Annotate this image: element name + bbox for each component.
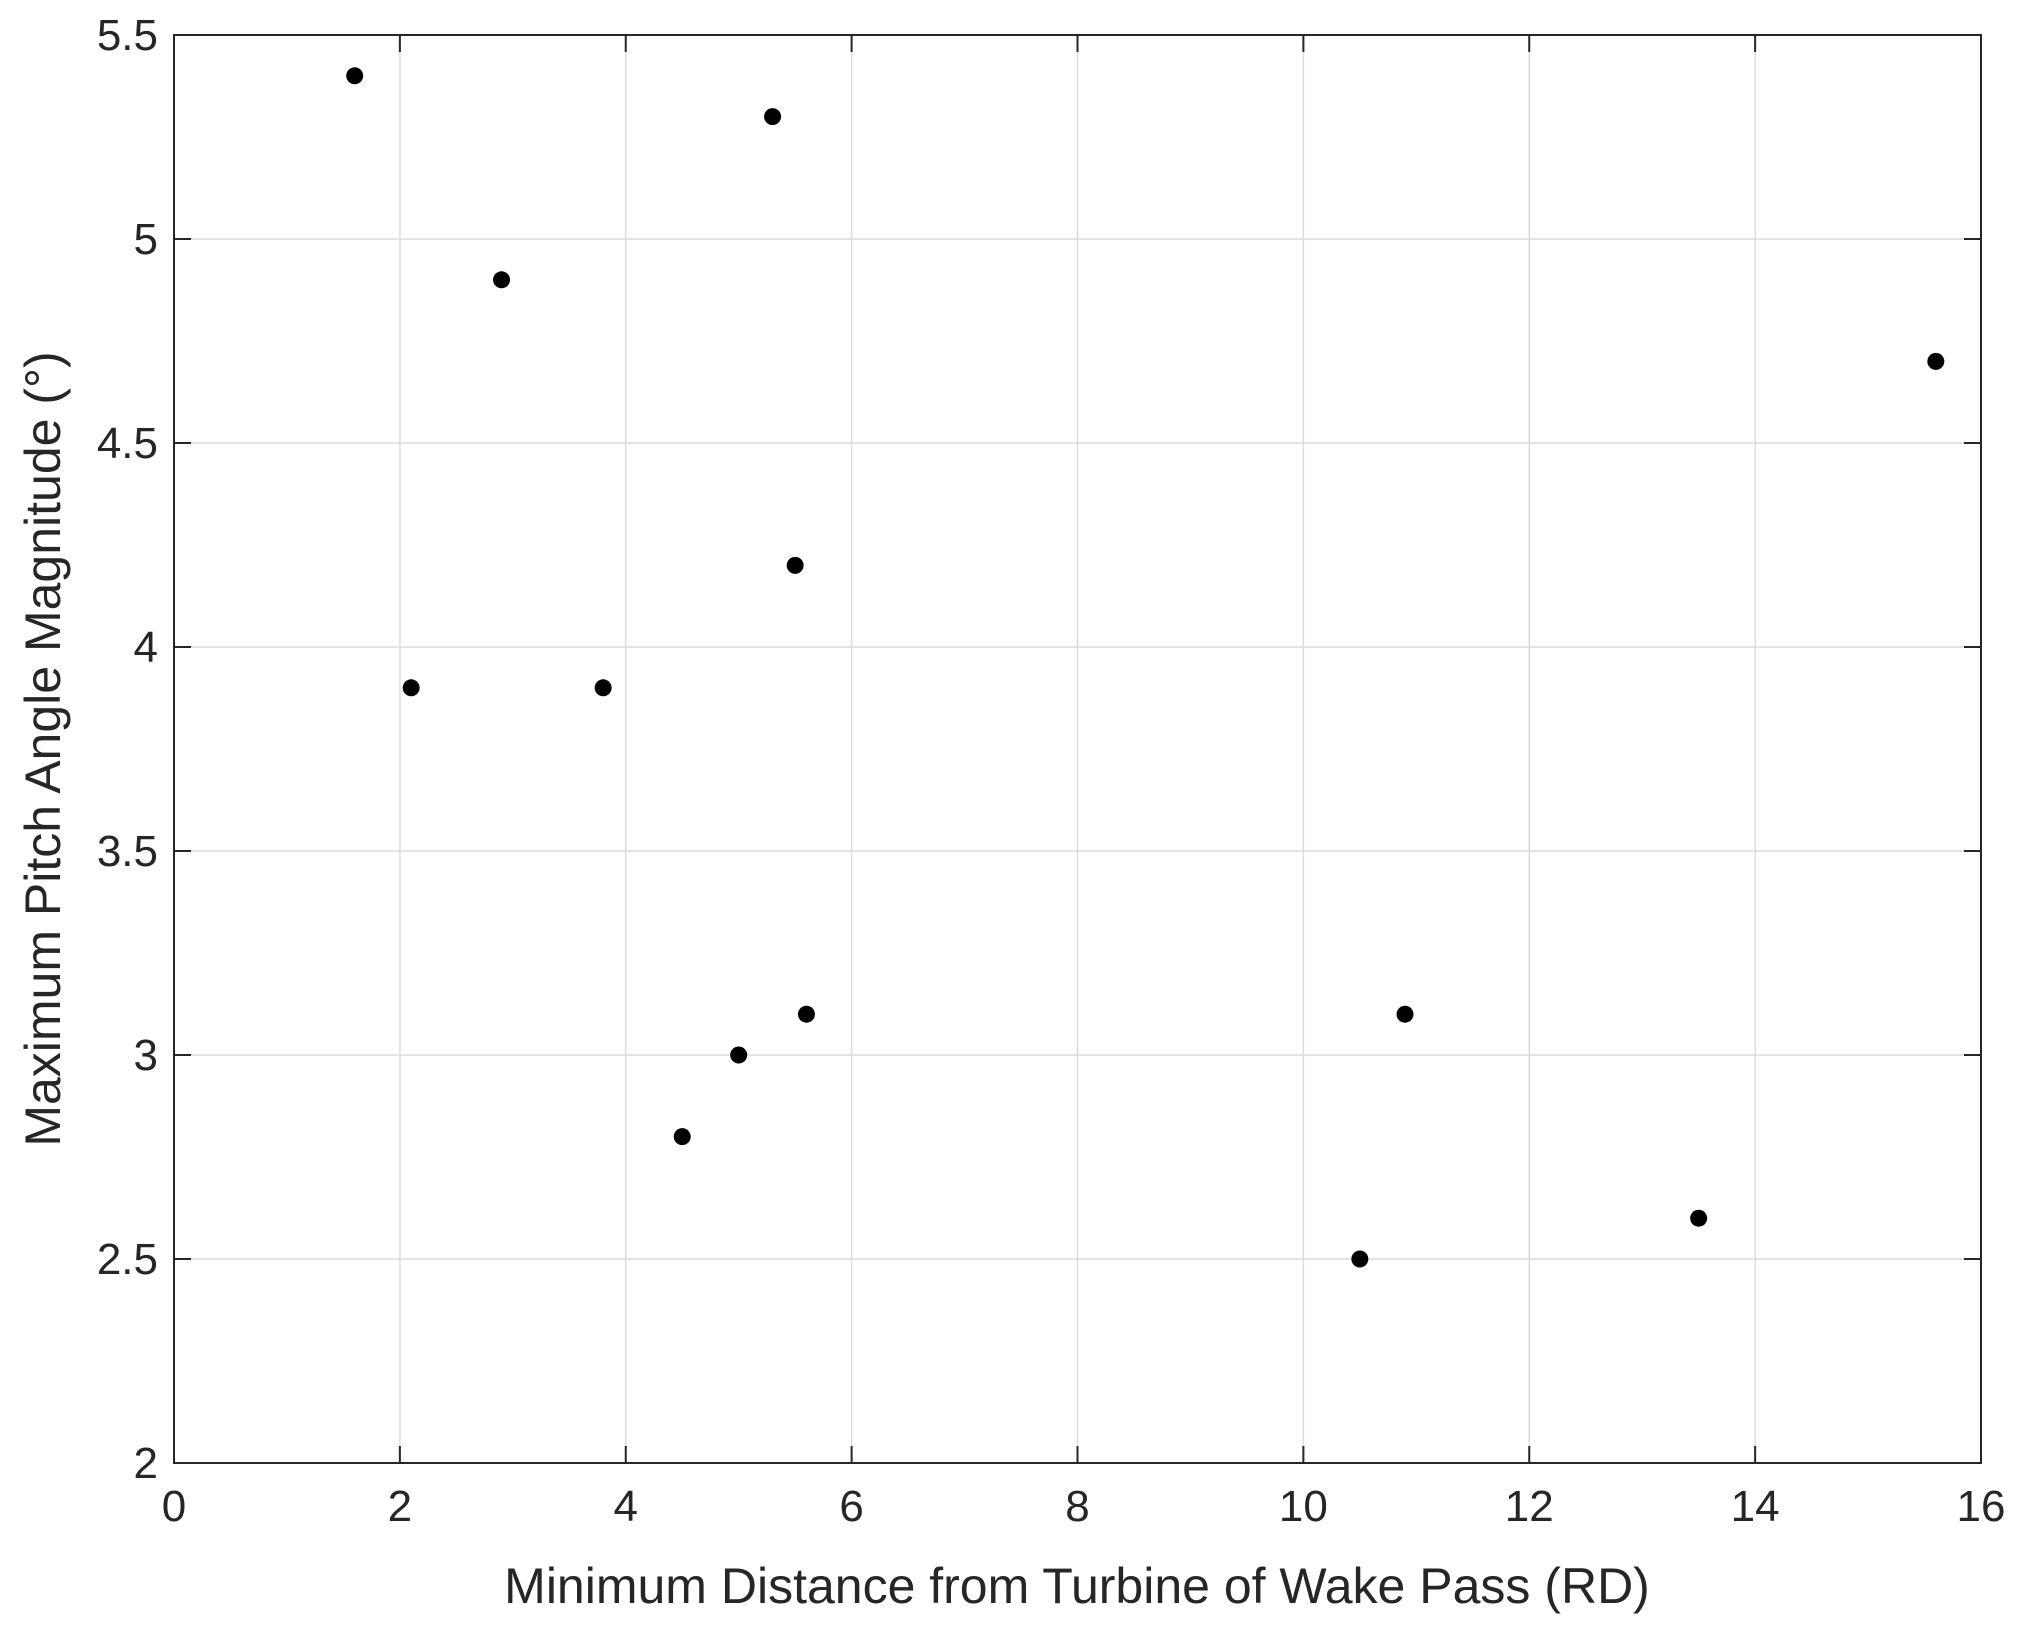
x-tick-label: 14 — [1731, 1482, 1780, 1531]
y-tick-label: 4 — [134, 623, 158, 672]
data-point — [673, 1128, 691, 1146]
data-point — [1690, 1209, 1708, 1227]
data-point — [594, 679, 612, 697]
x-tick-label: 12 — [1505, 1482, 1554, 1531]
y-tick-label: 3.5 — [97, 827, 158, 876]
y-tick-label: 2.5 — [97, 1235, 158, 1284]
x-tick-label: 4 — [614, 1482, 638, 1531]
y-tick-label: 2 — [134, 1439, 158, 1488]
x-tick-label: 6 — [839, 1482, 863, 1531]
plot-frame — [173, 34, 1982, 1464]
data-point — [346, 67, 364, 85]
x-axis-label: Minimum Distance from Turbine of Wake Pa… — [504, 1558, 1650, 1614]
data-point — [797, 1005, 815, 1023]
data-point — [493, 271, 511, 289]
y-tick-label: 4.5 — [97, 419, 158, 468]
x-tick-label: 0 — [162, 1482, 186, 1531]
data-point — [786, 556, 804, 574]
data-point — [1351, 1250, 1369, 1268]
x-tick-label: 10 — [1279, 1482, 1328, 1531]
data-point — [730, 1046, 748, 1064]
x-tick-label: 16 — [1957, 1482, 2006, 1531]
y-tick-label: 5 — [134, 215, 158, 264]
y-tick-label: 5.5 — [97, 11, 158, 60]
x-tick-labels: 0 2 4 6 8 10 12 14 16 — [162, 1482, 2006, 1531]
x-tick-label: 2 — [388, 1482, 412, 1531]
data-point — [764, 108, 782, 126]
y-axis-label: Maximum Pitch Angle Magnitude (°) — [15, 351, 71, 1146]
data-points — [346, 67, 1945, 1268]
data-point — [1927, 352, 1945, 370]
data-point — [1396, 1005, 1414, 1023]
x-tick-label: 8 — [1065, 1482, 1089, 1531]
data-point — [402, 679, 420, 697]
y-tick-labels: 2 2.5 3 3.5 4 4.5 5 5.5 — [97, 11, 158, 1488]
y-tick-label: 3 — [134, 1031, 158, 1080]
